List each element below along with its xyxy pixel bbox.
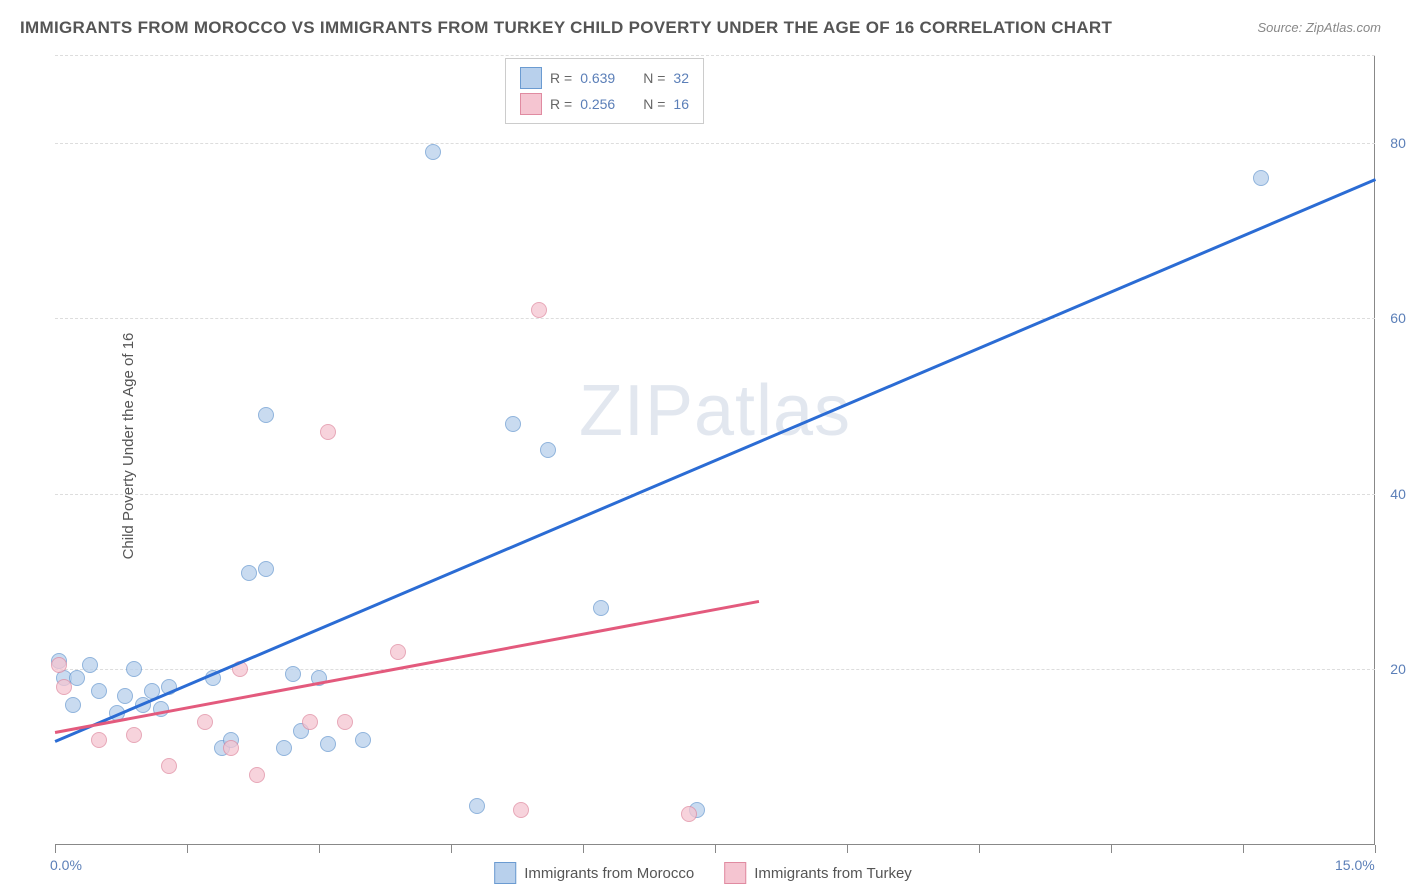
data-point — [65, 697, 81, 713]
n-label: N = — [643, 96, 665, 112]
gridline — [55, 669, 1375, 670]
legend-label: Immigrants from Morocco — [524, 865, 694, 882]
x-tick — [1243, 845, 1244, 853]
data-point — [197, 714, 213, 730]
source-label: Source: ZipAtlas.com — [1257, 20, 1381, 35]
y-axis — [1374, 55, 1375, 845]
legend-item: Immigrants from Morocco — [494, 862, 694, 884]
data-point — [91, 683, 107, 699]
data-point — [258, 407, 274, 423]
data-point — [540, 442, 556, 458]
data-point — [258, 561, 274, 577]
gridline — [55, 494, 1375, 495]
gridline — [55, 143, 1375, 144]
data-point — [320, 736, 336, 752]
data-point — [469, 798, 485, 814]
n-value: 32 — [673, 70, 689, 86]
chart-title: IMMIGRANTS FROM MOROCCO VS IMMIGRANTS FR… — [20, 18, 1112, 38]
x-tick — [715, 845, 716, 853]
trend-line — [55, 178, 1376, 742]
n-label: N = — [643, 70, 665, 86]
chart-container: IMMIGRANTS FROM MOROCCO VS IMMIGRANTS FR… — [0, 0, 1406, 892]
data-point — [337, 714, 353, 730]
gridline — [55, 55, 1375, 56]
x-tick — [187, 845, 188, 853]
data-point — [681, 806, 697, 822]
legend-swatch — [494, 862, 516, 884]
x-tick — [1375, 845, 1376, 853]
r-value: 0.639 — [580, 70, 615, 86]
x-tick — [583, 845, 584, 853]
gridline — [55, 318, 1375, 319]
correlation-legend: R = 0.639 N = 32 R = 0.256 N = 16 — [505, 58, 704, 124]
data-point — [126, 661, 142, 677]
data-point — [425, 144, 441, 160]
watermark: ZIPatlas — [579, 370, 851, 452]
data-point — [51, 657, 67, 673]
data-point — [531, 302, 547, 318]
legend-row: R = 0.256 N = 16 — [520, 91, 689, 117]
legend-item: Immigrants from Turkey — [724, 862, 912, 884]
data-point — [126, 727, 142, 743]
trend-line — [55, 600, 759, 734]
x-tick-label: 15.0% — [1335, 857, 1375, 873]
data-point — [276, 740, 292, 756]
series-legend: Immigrants from Morocco Immigrants from T… — [494, 862, 912, 884]
y-tick-label: 40.0% — [1390, 486, 1406, 502]
legend-swatch — [520, 93, 542, 115]
data-point — [390, 644, 406, 660]
data-point — [302, 714, 318, 730]
data-point — [241, 565, 257, 581]
y-tick-label: 20.0% — [1390, 661, 1406, 677]
trend-line — [759, 485, 1375, 601]
x-tick — [1111, 845, 1112, 853]
data-point — [249, 767, 265, 783]
data-point — [91, 732, 107, 748]
y-tick-label: 80.0% — [1390, 135, 1406, 151]
n-value: 16 — [673, 96, 689, 112]
x-tick — [979, 845, 980, 853]
x-tick-label: 0.0% — [50, 857, 82, 873]
data-point — [355, 732, 371, 748]
data-point — [161, 758, 177, 774]
y-tick-label: 60.0% — [1390, 310, 1406, 326]
data-point — [223, 740, 239, 756]
r-label: R = — [550, 70, 572, 86]
legend-swatch — [724, 862, 746, 884]
legend-label: Immigrants from Turkey — [754, 865, 912, 882]
r-value: 0.256 — [580, 96, 615, 112]
data-point — [117, 688, 133, 704]
data-point — [505, 416, 521, 432]
data-point — [56, 679, 72, 695]
x-tick — [847, 845, 848, 853]
data-point — [1253, 170, 1269, 186]
data-point — [320, 424, 336, 440]
data-point — [285, 666, 301, 682]
x-tick — [451, 845, 452, 853]
x-tick — [319, 845, 320, 853]
plot-area: ZIPatlas R =0.639N =32R =0.256N =16 20.0… — [55, 55, 1375, 845]
legend-row: R = 0.639 N = 32 — [520, 65, 689, 91]
data-point — [82, 657, 98, 673]
data-point — [593, 600, 609, 616]
legend-swatch — [520, 67, 542, 89]
data-point — [513, 802, 529, 818]
r-label: R = — [550, 96, 572, 112]
x-tick — [55, 845, 56, 853]
